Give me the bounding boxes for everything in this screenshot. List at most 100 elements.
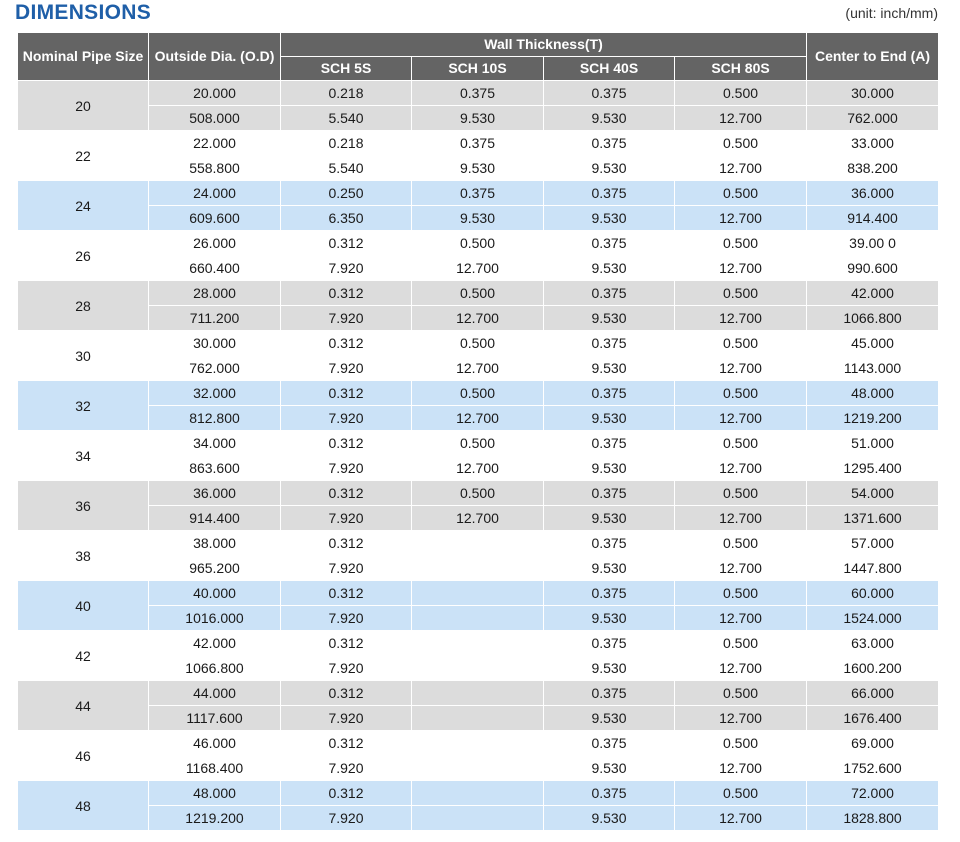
center-to-end-inch-cell: 72.000 bbox=[806, 780, 940, 806]
outside-dia-inch-cell: 46.000 bbox=[148, 730, 281, 756]
center-to-end-inch-cell: 33.000 bbox=[806, 130, 940, 156]
table-header: Nominal Pipe Size Outside Dia. (O.D) Wal… bbox=[17, 32, 940, 81]
outside-dia-mm-cell: 762.000 bbox=[148, 355, 281, 381]
sch-5s-mm-cell: 5.540 bbox=[280, 155, 412, 181]
table-row: 20 20.000 0.218 0.375 0.375 0.500 30.000 bbox=[17, 80, 940, 131]
outside-dia-inch-cell: 44.000 bbox=[148, 680, 281, 706]
table-row: 28 28.000 0.312 0.500 0.375 0.500 42.000 bbox=[17, 280, 940, 331]
sch-40s-mm-cell: 9.530 bbox=[543, 255, 675, 281]
dimensions-table: Nominal Pipe Size Outside Dia. (O.D) Wal… bbox=[17, 32, 940, 831]
sch-40s-inch-cell: 0.375 bbox=[543, 330, 675, 356]
sch-80s-inch-cell: 0.500 bbox=[673, 180, 808, 206]
sch-80s-inch-cell: 0.500 bbox=[673, 380, 808, 406]
sch-5s-inch-cell: 0.312 bbox=[280, 430, 412, 456]
sch-40s-mm-cell: 9.530 bbox=[543, 305, 675, 331]
table-row: 1117.600 7.920 9.530 12.700 1676.400 bbox=[18, 705, 940, 731]
center-to-end-inch-cell: 42.000 bbox=[806, 280, 940, 306]
table-row: 1168.400 7.920 9.530 12.700 1752.600 bbox=[18, 755, 940, 781]
outside-dia-inch-cell: 24.000 bbox=[148, 180, 281, 206]
table-row: 508.000 5.540 9.530 9.530 12.700 762.000 bbox=[18, 105, 940, 131]
sch-5s-mm-cell: 7.920 bbox=[280, 305, 412, 331]
table-row: 38 38.000 0.312 0.375 0.500 57.000 bbox=[17, 530, 940, 581]
sch-40s-mm-cell: 9.530 bbox=[543, 755, 675, 781]
nominal-size-cell: 42 bbox=[17, 630, 149, 681]
sch-40s-inch-cell: 0.375 bbox=[543, 730, 675, 756]
sch-10s-inch-cell bbox=[411, 580, 544, 606]
outside-dia-mm-cell: 1016.000 bbox=[148, 605, 281, 631]
nominal-size-cell: 40 bbox=[17, 580, 149, 631]
outside-dia-inch-cell: 40.000 bbox=[148, 580, 281, 606]
sch-10s-inch-cell: 0.500 bbox=[411, 480, 544, 506]
outside-dia-mm-cell: 609.600 bbox=[148, 205, 281, 231]
sch-80s-mm-cell: 12.700 bbox=[673, 505, 808, 531]
nominal-size-cell: 44 bbox=[17, 680, 149, 731]
sch-40s-inch-cell: 0.375 bbox=[543, 180, 675, 206]
header-sch-40s: SCH 40S bbox=[543, 56, 675, 81]
center-to-end-mm-cell: 1066.800 bbox=[806, 305, 940, 331]
sch-5s-mm-cell: 7.920 bbox=[280, 405, 412, 431]
sch-80s-inch-cell: 0.500 bbox=[673, 730, 808, 756]
sch-5s-mm-cell: 7.920 bbox=[280, 755, 412, 781]
sch-5s-mm-cell: 5.540 bbox=[280, 105, 412, 131]
table-row: 32 32.000 0.312 0.500 0.375 0.500 48.000 bbox=[17, 380, 940, 431]
sch-40s-mm-cell: 9.530 bbox=[543, 655, 675, 681]
nominal-size-cell: 36 bbox=[17, 480, 149, 531]
sch-10s-inch-cell bbox=[411, 630, 544, 656]
sch-5s-mm-cell: 7.920 bbox=[280, 655, 412, 681]
sch-40s-inch-cell: 0.375 bbox=[543, 680, 675, 706]
outside-dia-mm-cell: 863.600 bbox=[148, 455, 281, 481]
table-row: 812.800 7.920 12.700 9.530 12.700 1219.200 bbox=[18, 405, 940, 431]
outside-dia-mm-cell: 558.800 bbox=[148, 155, 281, 181]
center-to-end-mm-cell: 1447.800 bbox=[806, 555, 940, 581]
sch-80s-mm-cell: 12.700 bbox=[673, 255, 808, 281]
sch-40s-mm-cell: 9.530 bbox=[543, 455, 675, 481]
sch-80s-mm-cell: 12.700 bbox=[673, 105, 808, 131]
sch-40s-inch-cell: 0.375 bbox=[543, 380, 675, 406]
sch-5s-inch-cell: 0.312 bbox=[280, 380, 412, 406]
sch-5s-inch-cell: 0.312 bbox=[280, 730, 412, 756]
sch-10s-inch-cell bbox=[411, 780, 544, 806]
sch-5s-mm-cell: 7.920 bbox=[280, 505, 412, 531]
outside-dia-inch-cell: 36.000 bbox=[148, 480, 281, 506]
outside-dia-inch-cell: 48.000 bbox=[148, 780, 281, 806]
page-title: DIMENSIONS bbox=[15, 1, 152, 24]
center-to-end-mm-cell: 1676.400 bbox=[806, 705, 940, 731]
sch-5s-mm-cell: 7.920 bbox=[280, 255, 412, 281]
header-nominal-pipe-size: Nominal Pipe Size bbox=[17, 32, 149, 81]
sch-5s-mm-cell: 7.920 bbox=[280, 605, 412, 631]
sch-80s-inch-cell: 0.500 bbox=[673, 580, 808, 606]
sch-40s-mm-cell: 9.530 bbox=[543, 155, 675, 181]
sch-10s-mm-cell: 9.530 bbox=[411, 205, 544, 231]
center-to-end-inch-cell: 51.000 bbox=[806, 430, 940, 456]
sch-5s-inch-cell: 0.312 bbox=[280, 680, 412, 706]
sch-5s-inch-cell: 0.312 bbox=[280, 480, 412, 506]
sch-40s-inch-cell: 0.375 bbox=[543, 580, 675, 606]
sch-40s-inch-cell: 0.375 bbox=[543, 280, 675, 306]
sch-80s-mm-cell: 12.700 bbox=[673, 705, 808, 731]
table-row: 30 30.000 0.312 0.500 0.375 0.500 45.000 bbox=[17, 330, 940, 381]
outside-dia-inch-cell: 22.000 bbox=[148, 130, 281, 156]
header-outside-dia: Outside Dia. (O.D) bbox=[148, 32, 281, 81]
sch-80s-mm-cell: 12.700 bbox=[673, 205, 808, 231]
nominal-size-cell: 22 bbox=[17, 130, 149, 181]
outside-dia-inch-cell: 32.000 bbox=[148, 380, 281, 406]
table-row: 762.000 7.920 12.700 9.530 12.700 1143.000 bbox=[18, 355, 940, 381]
nominal-size-cell: 26 bbox=[17, 230, 149, 281]
nominal-size-cell: 20 bbox=[17, 80, 149, 131]
outside-dia-inch-cell: 20.000 bbox=[148, 80, 281, 106]
sch-80s-inch-cell: 0.500 bbox=[673, 80, 808, 106]
sch-10s-mm-cell bbox=[411, 805, 544, 831]
sch-80s-inch-cell: 0.500 bbox=[673, 480, 808, 506]
sch-10s-inch-cell bbox=[411, 730, 544, 756]
sch-5s-mm-cell: 7.920 bbox=[280, 555, 412, 581]
outside-dia-inch-cell: 28.000 bbox=[148, 280, 281, 306]
sch-10s-mm-cell: 12.700 bbox=[411, 405, 544, 431]
sch-40s-mm-cell: 9.530 bbox=[543, 805, 675, 831]
center-to-end-inch-cell: 39.00 0 bbox=[806, 230, 940, 256]
center-to-end-inch-cell: 69.000 bbox=[806, 730, 940, 756]
table-row: 44 44.000 0.312 0.375 0.500 66.000 bbox=[17, 680, 940, 731]
center-to-end-inch-cell: 48.000 bbox=[806, 380, 940, 406]
sch-10s-mm-cell bbox=[411, 605, 544, 631]
sch-10s-inch-cell bbox=[411, 680, 544, 706]
sch-40s-mm-cell: 9.530 bbox=[543, 205, 675, 231]
